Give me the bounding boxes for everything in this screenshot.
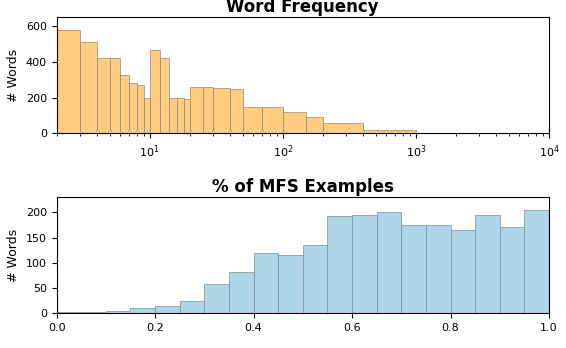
Bar [149, 49, 160, 133]
Y-axis label: # Words: # Words [7, 49, 20, 102]
Bar [106, 311, 130, 313]
Title: Word Frequency: Word Frequency [226, 0, 379, 16]
Bar [190, 87, 203, 133]
Bar [169, 98, 177, 133]
Bar [137, 85, 144, 133]
Bar [129, 84, 137, 133]
Bar [327, 216, 352, 313]
Bar [303, 245, 327, 313]
Bar [243, 106, 262, 133]
Bar [352, 215, 377, 313]
Bar [426, 225, 451, 313]
Bar [57, 312, 82, 313]
Y-axis label: # Words: # Words [7, 229, 20, 282]
Bar [179, 301, 204, 313]
Bar [204, 284, 229, 313]
Bar [401, 225, 426, 313]
Bar [57, 30, 80, 133]
Bar [524, 210, 549, 313]
Bar [377, 212, 401, 313]
Bar [213, 88, 230, 133]
Bar [160, 58, 169, 133]
Bar [475, 215, 500, 313]
Bar [323, 123, 363, 133]
Bar [155, 306, 179, 313]
Bar [203, 87, 213, 133]
Bar [183, 100, 190, 133]
Bar [177, 98, 183, 133]
Bar [262, 106, 283, 133]
Bar [363, 130, 416, 133]
Bar [97, 58, 110, 133]
Bar [230, 89, 243, 133]
Bar [283, 112, 306, 133]
Bar [500, 228, 524, 313]
Title: % of MFS Examples: % of MFS Examples [212, 177, 394, 196]
Bar [229, 272, 254, 313]
Bar [254, 253, 278, 313]
Bar [451, 230, 475, 313]
Bar [144, 98, 149, 133]
Bar [80, 42, 97, 133]
Bar [110, 58, 120, 133]
Bar [306, 117, 323, 133]
Bar [278, 255, 303, 313]
Bar [82, 312, 106, 313]
Bar [120, 74, 129, 133]
Bar [130, 308, 155, 313]
